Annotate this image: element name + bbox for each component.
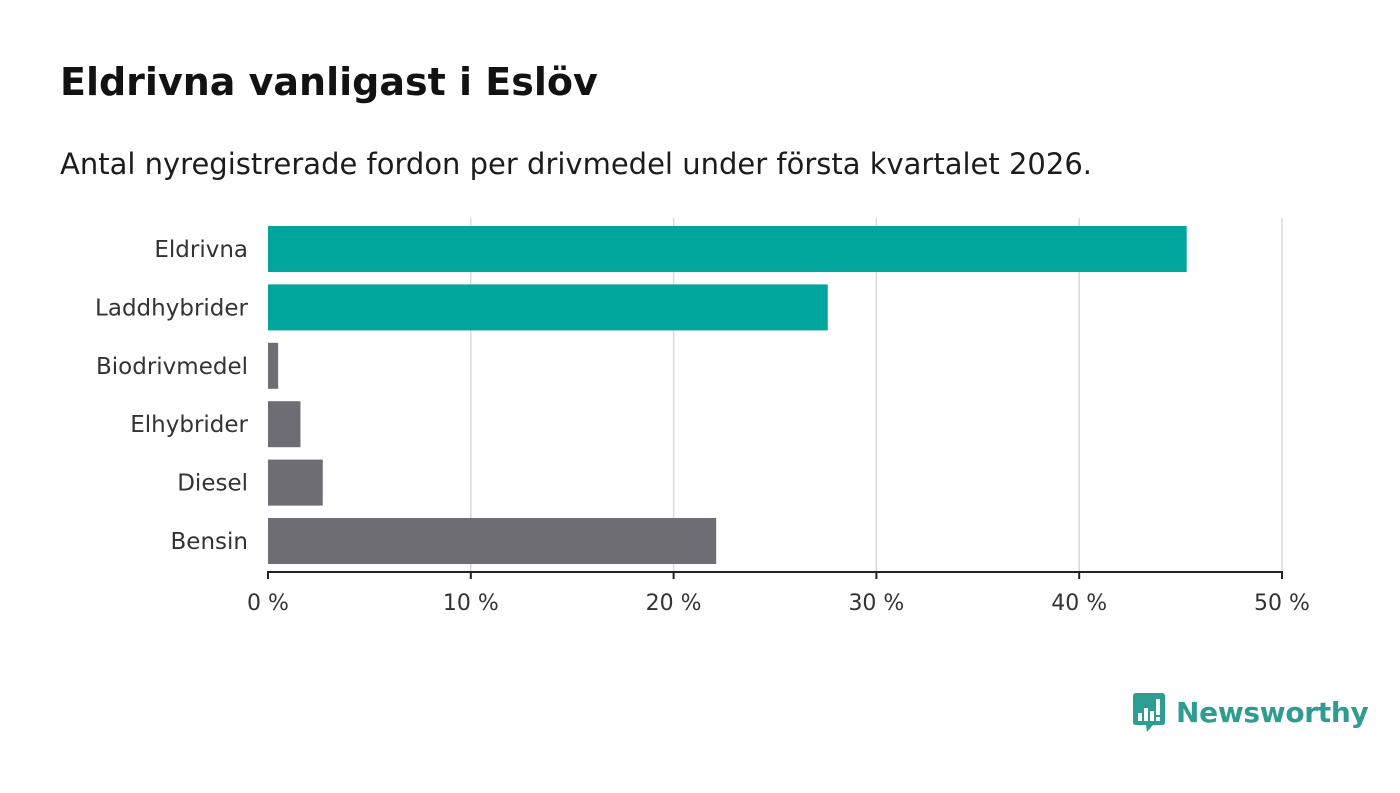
x-tick-label: 10 %: [443, 591, 499, 616]
x-axis: 0 % 10 % 20 % 30 % 40 % 50 %: [247, 571, 1310, 616]
category-label: Eldrivna: [154, 237, 248, 263]
bar-chart: Eldrivna Laddhybrider Biodrivmedel Elhybrid…: [95, 218, 1310, 616]
bar-eldrivna: [268, 226, 1187, 272]
bar-elhybrider: [268, 401, 301, 448]
category-label: Laddhybrider: [95, 295, 248, 321]
category-label: Elhybrider: [130, 412, 248, 438]
chart-title: Eldrivna vanligast i Eslöv: [60, 60, 598, 104]
bars: [268, 226, 1187, 564]
category-label: Diesel: [177, 471, 248, 497]
bar-laddhybrider: [268, 284, 828, 331]
category-label: Bensin: [171, 529, 248, 555]
newsworthy-logo-text: Newsworthy: [1176, 695, 1369, 729]
newsworthy-logo: Newsworthy: [1132, 690, 1369, 734]
x-tick-label: 40 %: [1051, 591, 1107, 616]
x-tick-label: 0 %: [247, 591, 289, 616]
newsworthy-logo-icon: [1133, 693, 1165, 732]
x-tick-label: 50 %: [1254, 591, 1310, 616]
category-labels: Eldrivna Laddhybrider Biodrivmedel Elhybrid…: [95, 237, 248, 555]
bar-biodrivmedel: [268, 342, 279, 389]
x-tick-label: 20 %: [646, 591, 702, 616]
bar-diesel: [268, 459, 323, 506]
category-label: Biodrivmedel: [96, 354, 248, 380]
chart-subtitle: Antal nyregistrerade fordon per drivmede…: [60, 147, 1093, 181]
gridlines: [470, 218, 1283, 572]
bar-bensin: [268, 518, 717, 564]
x-tick-label: 30 %: [848, 591, 904, 616]
